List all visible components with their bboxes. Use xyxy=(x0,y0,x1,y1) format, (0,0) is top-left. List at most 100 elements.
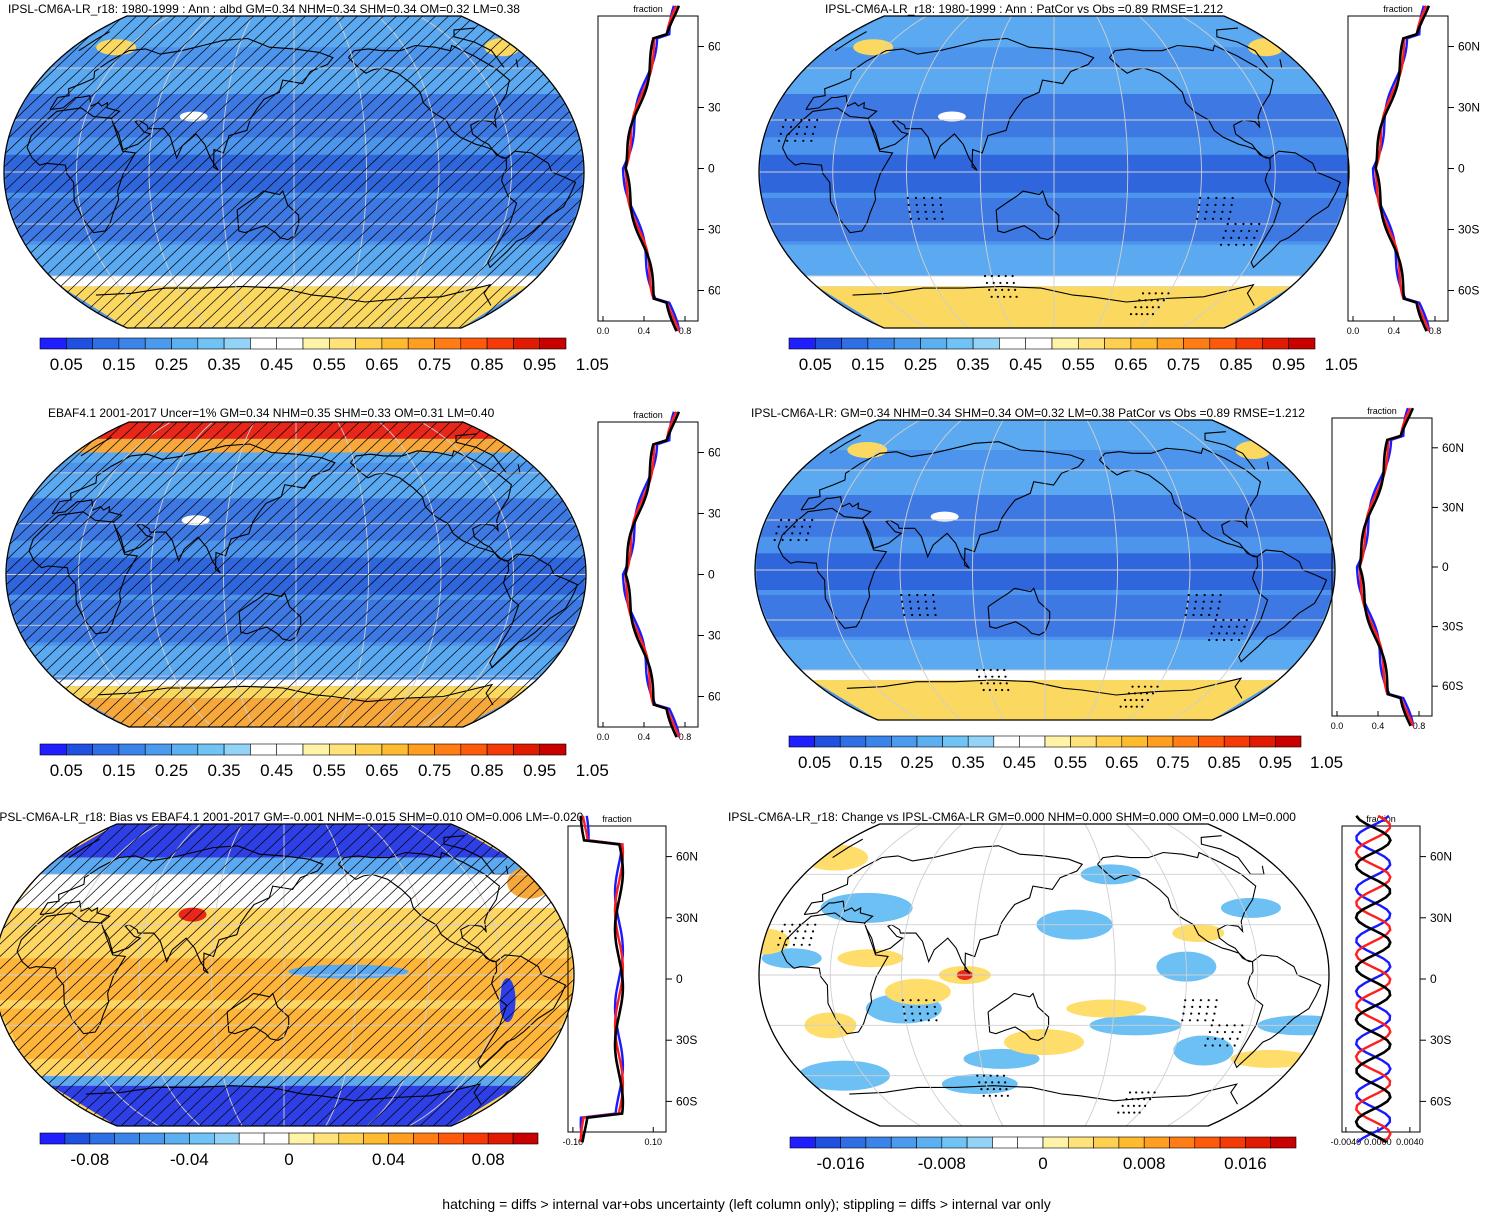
coastline xyxy=(1108,44,1274,159)
stipple-dot xyxy=(1217,607,1220,610)
colorbar-label: 0.65 xyxy=(1105,753,1138,772)
stipple-dot xyxy=(1147,1091,1150,1094)
stipple-dot xyxy=(1237,618,1241,622)
map-border xyxy=(754,419,1336,721)
hatch-line xyxy=(146,16,475,328)
stipple-dot xyxy=(1223,196,1226,200)
change-positive-patch xyxy=(837,949,904,968)
stipple-dot xyxy=(900,593,903,597)
arctic-patch xyxy=(847,442,888,458)
colorbar-swatch xyxy=(460,743,488,756)
bias-map: fraction 60N 30N 0 30S 60S -0.10 0.10 -0.08 -0.0… xyxy=(0,814,720,1169)
change-positive-patch xyxy=(1066,999,1147,1018)
colorbar-label: 0.35 xyxy=(952,753,985,772)
stipple-dot xyxy=(917,217,920,220)
hatch-line xyxy=(315,824,574,1126)
lat-tick-label: 30S xyxy=(1442,620,1463,634)
colorbar-swatch xyxy=(839,735,867,748)
colorbar-swatch xyxy=(139,1132,165,1145)
map-border xyxy=(758,823,1330,1127)
stipple-dot xyxy=(786,936,789,940)
colorbar-swatch xyxy=(144,337,172,350)
colorbar-label: 0.65 xyxy=(365,761,398,780)
lat-tick-label: 30S xyxy=(1458,223,1479,237)
hatch-line xyxy=(0,824,140,1126)
colorbar-swatch xyxy=(942,735,969,748)
x-tick-label: -0.10 xyxy=(563,1137,584,1147)
stipple-dot xyxy=(1138,1111,1141,1114)
hatch-line xyxy=(6,422,165,727)
stipple-dot xyxy=(796,930,799,933)
hatch-line xyxy=(68,824,387,1126)
lat-tick-label: 30N xyxy=(708,101,720,115)
stipple-dot xyxy=(918,1005,921,1008)
hatch-line xyxy=(380,16,584,328)
hatch-line xyxy=(194,422,516,727)
hatch-line xyxy=(389,422,586,727)
hatch-line xyxy=(211,824,530,1126)
stipple-dot xyxy=(1248,229,1251,233)
hatch-line xyxy=(4,16,163,328)
stipple-dot xyxy=(1206,203,1209,207)
hatch-line xyxy=(0,824,244,1126)
stipple-dot xyxy=(919,1019,923,1022)
zonal-line-black xyxy=(1358,407,1415,727)
albedo-map: fraction 60N 30N 0 30S 60S 0.0 0.4 0.8 0.05 0.15 0… xyxy=(754,406,1464,772)
hatch-line xyxy=(0,824,309,1126)
stipple-dot xyxy=(978,1081,981,1084)
hatch-line xyxy=(0,824,114,1126)
zonal-axis-title: fraction xyxy=(1366,814,1396,824)
stipple-dot xyxy=(1137,1098,1140,1101)
stipple-dot xyxy=(1250,222,1253,226)
stipple-dot xyxy=(934,1012,937,1015)
stipple-dot xyxy=(1201,607,1204,610)
hatch-line xyxy=(706,824,720,1126)
map-border xyxy=(3,15,585,329)
colorbar-label: 0.65 xyxy=(365,355,398,374)
stipple-dot xyxy=(1213,1012,1216,1015)
stipple-dot xyxy=(1211,1019,1215,1022)
colorbar-swatch xyxy=(1042,1136,1069,1149)
x-tick-label: 0.8 xyxy=(1429,326,1442,336)
colorbar-swatch xyxy=(788,735,815,748)
coastline xyxy=(97,683,494,706)
colorbar-swatch xyxy=(891,735,918,748)
hatch-line xyxy=(250,824,569,1126)
stipple-dot xyxy=(792,118,795,122)
stipple-dot xyxy=(1216,1030,1219,1034)
stipple-dot xyxy=(982,668,986,672)
stipple-dot xyxy=(1210,600,1213,603)
colorbar-swatch xyxy=(388,1132,414,1145)
stipple-dot xyxy=(1205,1012,1208,1015)
stipple-dot xyxy=(904,1019,907,1022)
colorbar-swatch xyxy=(512,1132,539,1145)
stipple-dot xyxy=(1232,229,1235,233)
colorbar-swatch xyxy=(992,1136,1018,1149)
stipple-dot xyxy=(1012,281,1015,285)
hatch-line xyxy=(25,422,347,727)
stipple-dot xyxy=(1007,688,1010,692)
hatch-line xyxy=(467,422,586,727)
hatch-line xyxy=(0,824,127,1126)
zonal-line-red xyxy=(1354,814,1392,1144)
hatch-line xyxy=(441,422,586,727)
lat-tick-label: 60S xyxy=(1430,1094,1451,1108)
hatch-line xyxy=(42,824,361,1126)
hatch-line xyxy=(198,16,527,328)
colorbar-swatch xyxy=(407,743,435,756)
colorbar-swatch xyxy=(39,743,67,756)
colorbar-swatch xyxy=(1104,337,1132,350)
stipple-dot xyxy=(926,613,929,617)
stipple-dot xyxy=(931,203,934,207)
colorbar-swatch xyxy=(276,337,304,350)
hatch-line xyxy=(237,824,556,1126)
stipple-dot xyxy=(1208,613,1211,617)
change-negative-patch xyxy=(1173,1035,1234,1066)
stipple-dot xyxy=(1229,210,1232,213)
stipple-dot xyxy=(1156,299,1159,302)
stipple-dot xyxy=(902,607,905,610)
stipple-dot xyxy=(1199,999,1203,1002)
stipple-dot xyxy=(1124,705,1128,708)
map-field xyxy=(0,824,720,1126)
colorbar-swatch xyxy=(788,337,816,350)
